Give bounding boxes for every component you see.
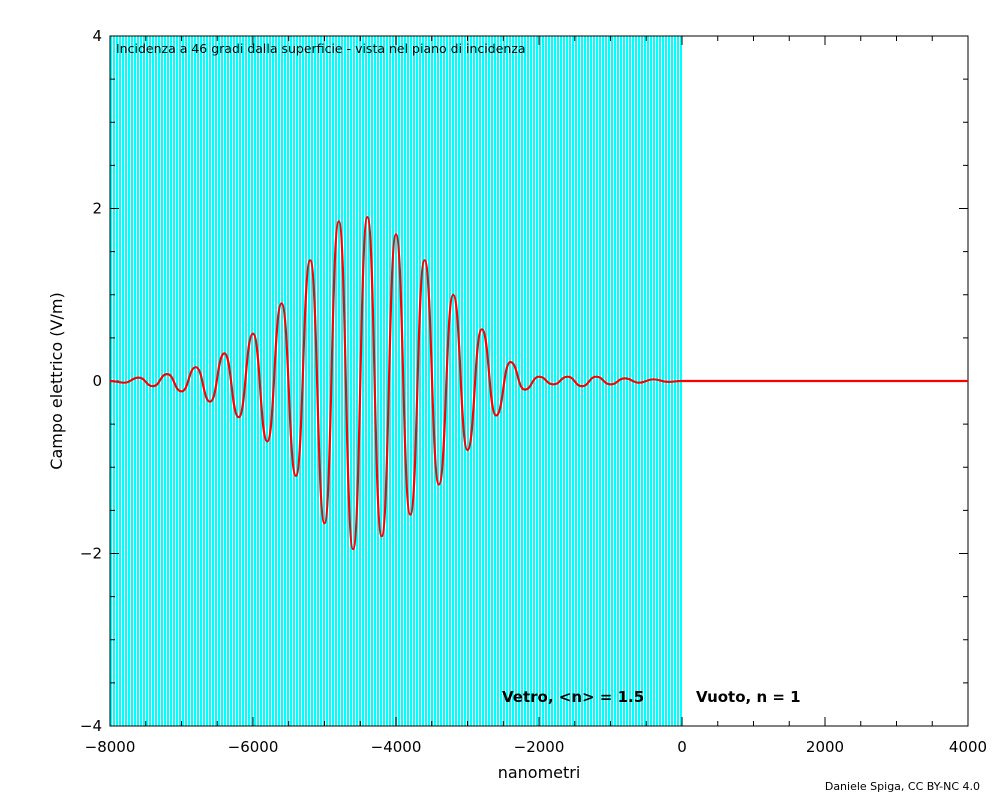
series-line bbox=[109, 216, 968, 551]
y-tick-label: 0 bbox=[92, 372, 102, 390]
y-tick-label: −2 bbox=[80, 545, 102, 563]
credit-text: Daniele Spiga, CC BY-NC 4.0 bbox=[825, 780, 980, 793]
x-tick-label: 4000 bbox=[949, 738, 987, 756]
glass-region bbox=[110, 36, 682, 726]
region-label-glass: Vetro, <n> = 1.5 bbox=[502, 688, 644, 706]
x-tick-label: −4000 bbox=[371, 738, 422, 756]
axis-tick-labels: −8000 −6000 −4000 −2000 0 2000 4000 −4 −2 0 2 4 bbox=[80, 27, 987, 756]
x-axis-label: nanometri bbox=[498, 763, 581, 782]
axis-ticks bbox=[109, 35, 969, 727]
y-tick-label: 4 bbox=[92, 27, 102, 45]
y-tick-label: −4 bbox=[80, 717, 102, 735]
y-axis-label: Campo elettrico (V/m) bbox=[47, 292, 66, 469]
x-tick-label: −8000 bbox=[85, 738, 136, 756]
x-tick-label: 2000 bbox=[806, 738, 844, 756]
chart-title: Incidenza a 46 gradi dalla superficie - … bbox=[116, 41, 526, 56]
region-label-vacuum: Vuoto, n = 1 bbox=[696, 688, 801, 706]
x-tick-label: 0 bbox=[677, 738, 687, 756]
x-tick-label: −6000 bbox=[228, 738, 279, 756]
y-tick-label: 2 bbox=[92, 200, 102, 218]
x-tick-label: −2000 bbox=[514, 738, 565, 756]
